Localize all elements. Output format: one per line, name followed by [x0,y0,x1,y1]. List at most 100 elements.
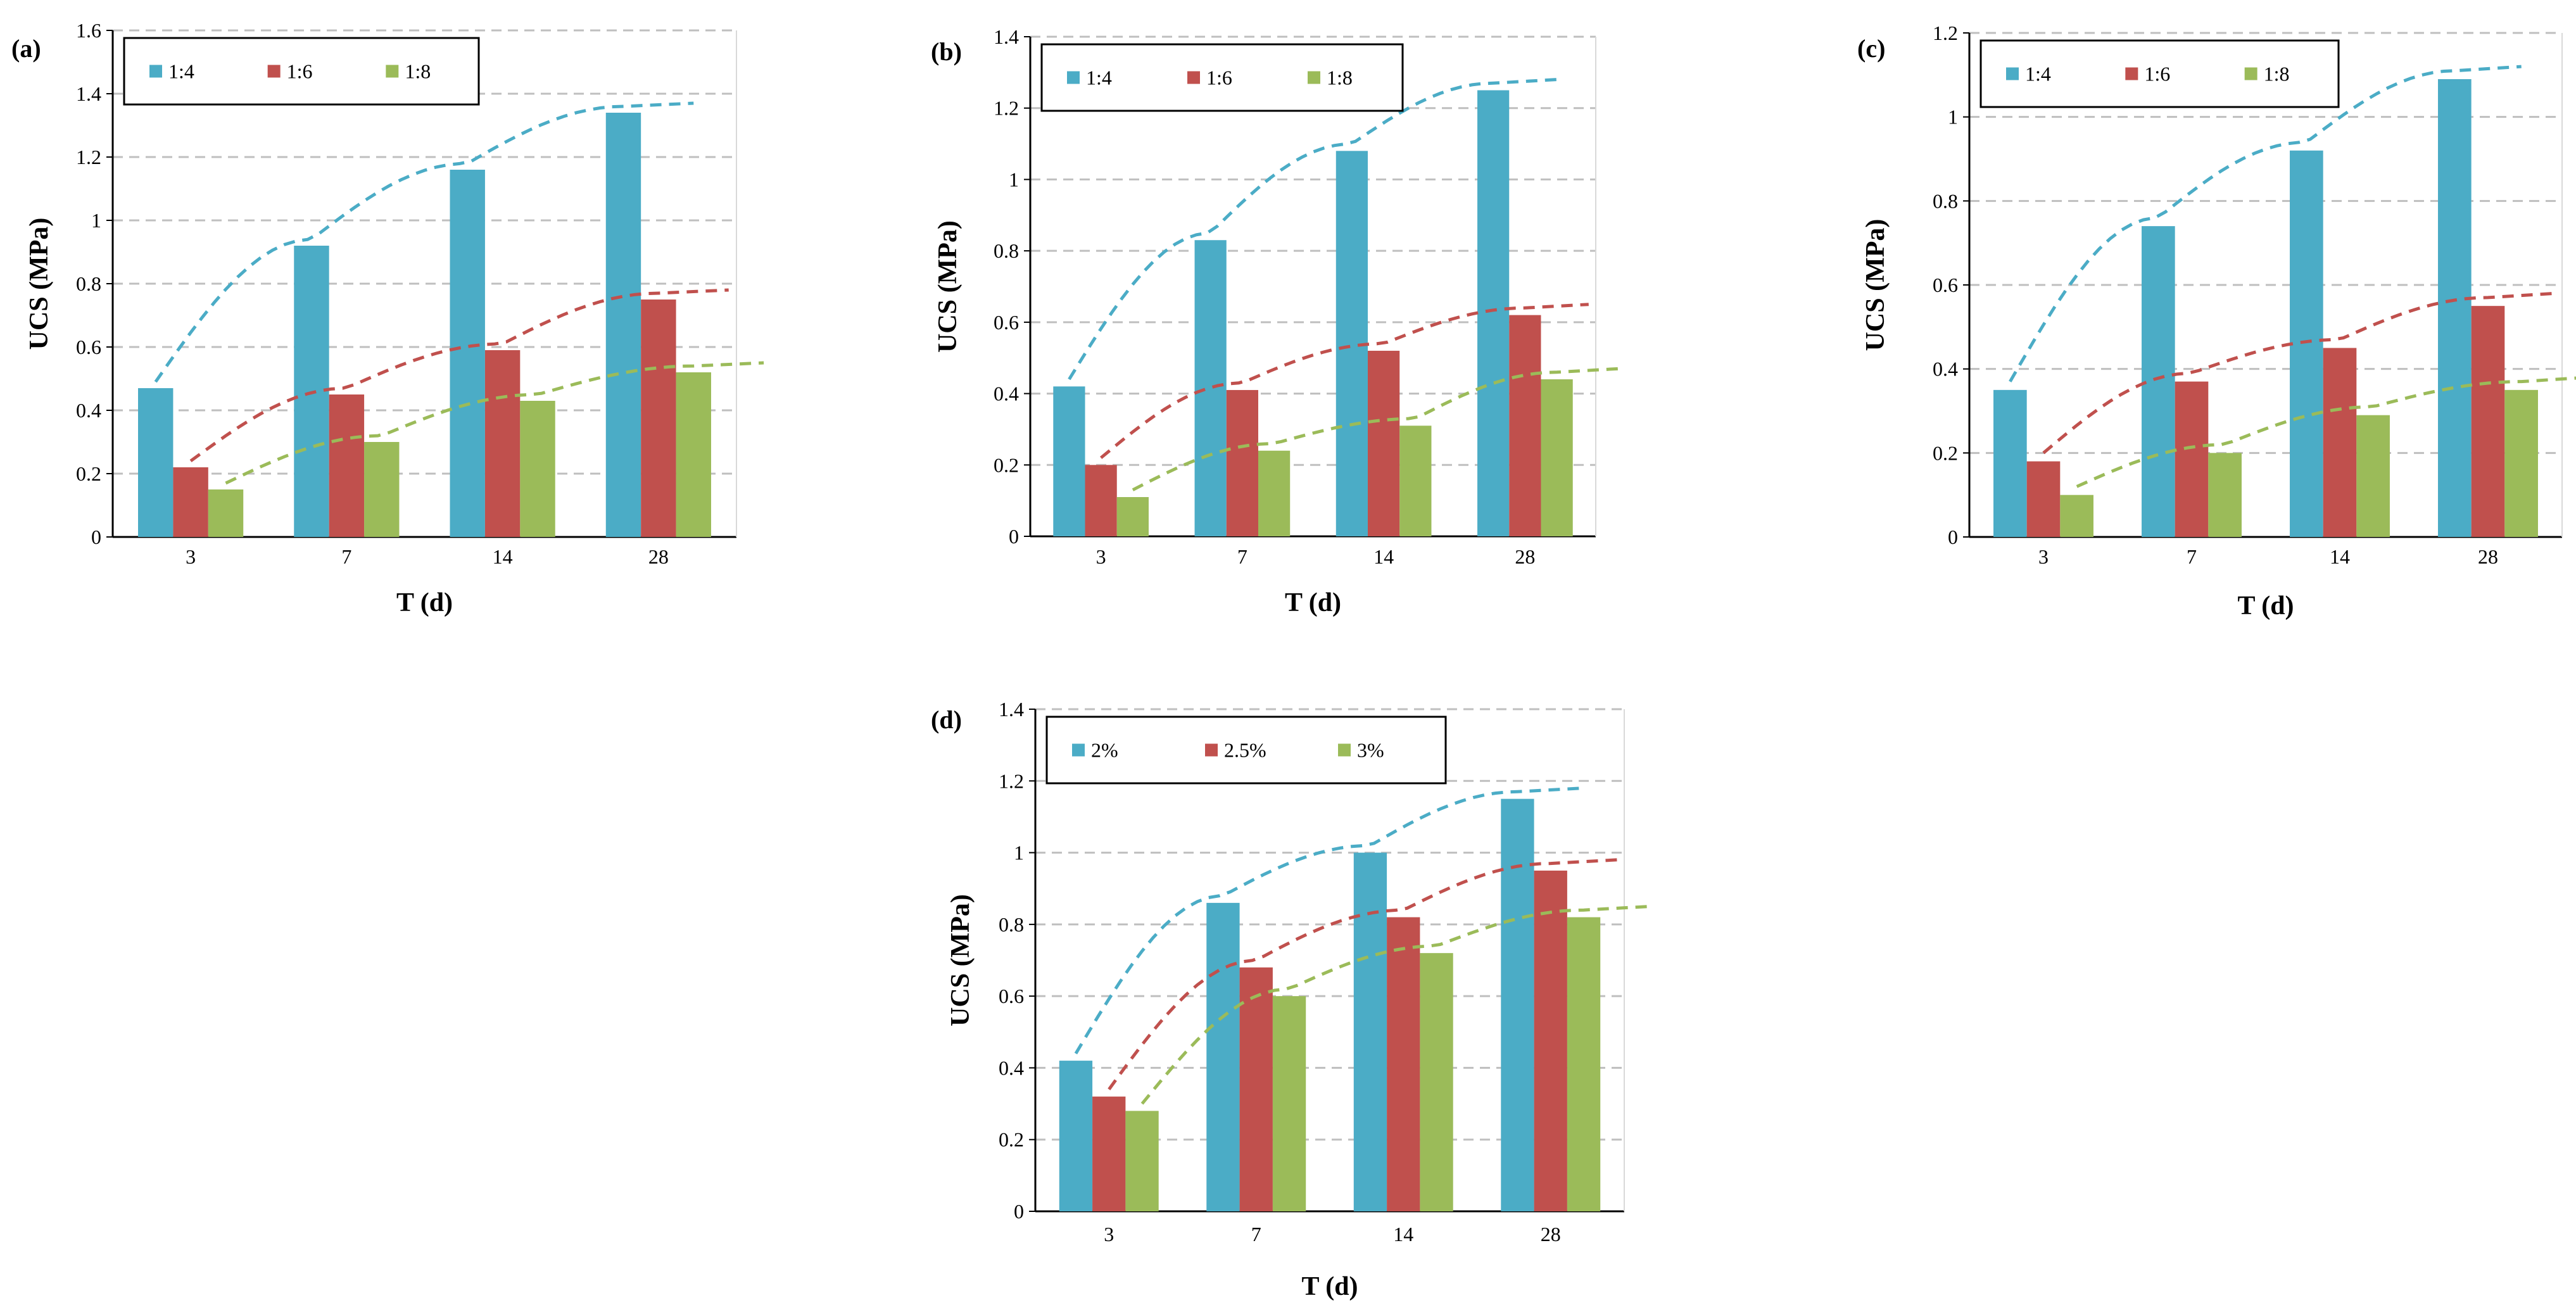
x-tick-label: 14 [1373,545,1394,568]
chart-panel-d: (d) 0 0.2 0.4 0.6 0.8 1 1.2 1.4 3 7 14 28 2% 2.5% 3% T (… [931,698,1650,1301]
legend-label: 1:8 [2264,63,2290,85]
bar-3-14 [1420,953,1453,1211]
bar-16-3 [1085,465,1117,536]
bar-14-3 [1053,386,1085,536]
legend-label: 2.5% [1224,739,1266,762]
legend-box [1045,716,1447,785]
panel-label: (b) [931,37,962,66]
y-tick-label: 0.2 [999,1128,1024,1151]
bar-16-3 [173,467,208,537]
y-tick-label: 1.2 [76,146,101,168]
legend-swatch [2006,67,2019,80]
legend-label: 2% [1091,739,1118,762]
legend-swatch [1072,743,1085,757]
chart-panel-b: (b) 0 0.2 0.4 0.6 0.8 1 1.2 1.4 3 7 14 28 1:4 1:6 1:8 T … [931,25,1621,617]
legend-swatch [267,65,281,78]
legend-label: 3% [1357,739,1384,762]
x-tick-label: 3 [1104,1223,1114,1246]
legend-label: 1:4 [2025,63,2051,85]
chart-panel-a: (a) 0 0.2 0.4 0.6 0.8 1 1.2 1.4 1.6 3 7 14 28 1:4 1:6 1:… [11,19,764,617]
x-axis-title: T (d) [396,588,453,617]
legend-box [1040,43,1404,112]
bar-14-28 [1477,90,1510,537]
x-tick-label: 28 [648,545,669,568]
legend-swatch [2244,67,2257,80]
bar-18-28 [2504,389,2538,537]
y-axis-title: UCS (MPa) [25,218,54,350]
y-tick-label: 0.6 [994,311,1019,334]
trendline-16 [189,288,729,463]
x-tick-label: 14 [493,545,513,568]
x-tick-label: 7 [2187,545,2197,568]
trendline-2 [1074,786,1584,1055]
y-tick-label: 0.4 [994,382,1019,405]
legend-swatch [1067,71,1080,84]
bar-18-7 [2208,453,2242,537]
bar-2-28 [1501,798,1534,1211]
bar-18-14 [520,401,555,537]
y-axis-title: UCS (MPa) [1861,219,1890,351]
y-tick-label: 1.2 [994,97,1019,120]
y-tick-label: 0.6 [999,985,1024,1007]
x-axis-title: T (d) [1285,588,1341,617]
y-tick-label: 0.4 [1933,358,1958,381]
x-tick-label: 3 [2038,545,2049,568]
y-tick-label: 0.8 [1933,189,1958,212]
y-tick-label: 0.4 [76,399,101,422]
bar-18-14 [2356,415,2390,537]
legend-swatch [2125,67,2138,80]
y-tick-label: 0 [1009,525,1019,548]
y-tick-label: 1 [1948,106,1958,129]
y-tick-label: 1 [1014,842,1024,864]
y-tick-label: 0.2 [994,453,1019,476]
x-tick-label: 28 [1541,1223,1561,1246]
bar-14-28 [2438,79,2472,537]
x-axis-title: T (d) [1301,1272,1358,1301]
bar-14-28 [605,113,641,537]
legend-swatch [1205,743,1218,757]
bar-18-7 [1258,450,1291,536]
bar-14-3 [1993,389,2027,537]
legend-label: 1:4 [168,60,194,83]
bar-16-7 [1226,389,1258,536]
trendline-18 [1132,367,1621,491]
bar-14-7 [2142,226,2175,537]
bar-16-14 [1368,350,1400,536]
y-tick-label: 1.4 [999,698,1024,721]
legend-swatch [1187,71,1200,84]
x-tick-label: 14 [1393,1223,1413,1246]
bar-3-3 [1125,1111,1159,1211]
bar-2-7 [1206,902,1240,1211]
y-tick-label: 0.8 [994,239,1019,262]
legend-label: 1:6 [2144,63,2170,85]
legend-label: 1:6 [1206,66,1232,89]
bar-16-7 [2175,381,2209,537]
y-tick-label: 0 [1948,526,1958,548]
bar-18-3 [208,489,244,537]
bar-16-14 [2323,348,2357,537]
y-tick-label: 0 [91,526,101,548]
bar-18-28 [1541,379,1573,536]
y-axis-title: UCS (MPa) [933,220,963,353]
x-tick-label: 14 [2330,545,2350,568]
y-tick-label: 0 [1014,1200,1024,1223]
bar-16-28 [2471,306,2505,537]
panel-label: (a) [11,34,41,63]
bar-25-28 [1534,870,1567,1211]
trendline-14 [1068,78,1557,381]
trendline-16 [2042,291,2555,455]
x-tick-label: 7 [1237,545,1247,568]
bar-16-28 [641,300,676,537]
bar-3-7 [1272,996,1306,1211]
bar-18-28 [676,372,711,537]
legend-label: 1:8 [405,60,431,83]
chart-panel-c: (c) 0 0.2 0.4 0.6 0.8 1 1.2 3 7 14 28 1:4 1:6 1:8 T (d)… [1857,22,2576,621]
bar-25-7 [1239,967,1273,1211]
bar-18-3 [1116,497,1149,536]
trendline-18 [2076,376,2576,488]
y-tick-label: 1 [91,209,101,232]
panel-label: (c) [1857,34,1885,63]
bar-16-28 [1509,315,1541,536]
legend-swatch [149,65,162,78]
